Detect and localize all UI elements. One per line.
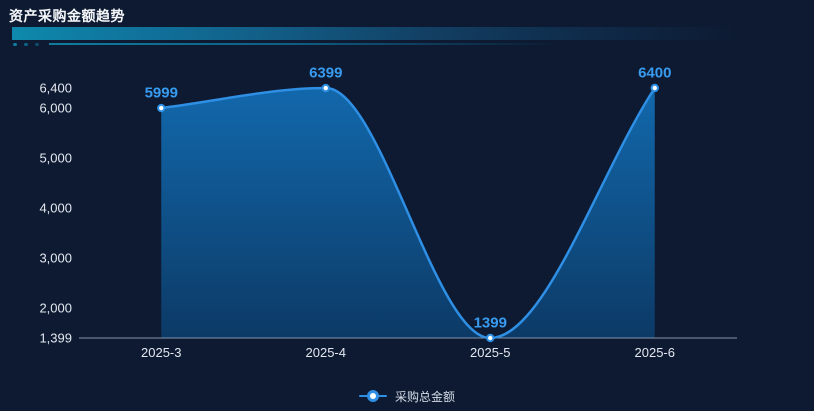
title-accent-line xyxy=(49,43,761,45)
area-fill xyxy=(161,88,655,338)
data-point-marker[interactable] xyxy=(650,83,659,93)
data-point-value-label: 1399 xyxy=(474,315,507,332)
trend-line xyxy=(160,86,656,340)
legend-series-label: 采购总金额 xyxy=(394,389,455,404)
y-axis-tick-label: 3,000 xyxy=(39,250,72,265)
x-axis-tick-label: 2025-6 xyxy=(635,345,675,360)
data-point-marker[interactable] xyxy=(486,333,495,343)
title-accent-bar xyxy=(12,27,772,40)
data-point-value-label: 6399 xyxy=(309,65,342,82)
accent-dot-icon xyxy=(35,43,39,46)
y-axis-tick-label: 6,400 xyxy=(39,81,72,96)
chart-legend[interactable]: 采购总金额 xyxy=(0,388,814,404)
y-axis-tick-label: 1,399 xyxy=(39,331,72,346)
data-point-marker[interactable] xyxy=(321,83,330,93)
y-axis-tick-label: 2,000 xyxy=(39,300,72,315)
legend-line-marker-icon xyxy=(358,390,387,402)
y-axis-tick-label: 4,000 xyxy=(39,200,72,215)
data-point-marker[interactable] xyxy=(157,103,166,113)
data-point-value-label: 6400 xyxy=(638,65,671,82)
accent-dot-icon xyxy=(13,43,17,46)
y-axis-tick-label: 6,000 xyxy=(39,100,72,115)
x-axis-tick-label: 2025-3 xyxy=(141,345,181,360)
page-title: 资产采购金额趋势 xyxy=(9,8,125,24)
x-axis-tick-label: 2025-4 xyxy=(306,345,346,360)
data-point-value-label: 5999 xyxy=(145,85,178,102)
x-axis-tick-label: 2025-5 xyxy=(470,345,510,360)
accent-dot-icon xyxy=(24,43,28,46)
y-axis-tick-label: 5,000 xyxy=(39,150,72,165)
